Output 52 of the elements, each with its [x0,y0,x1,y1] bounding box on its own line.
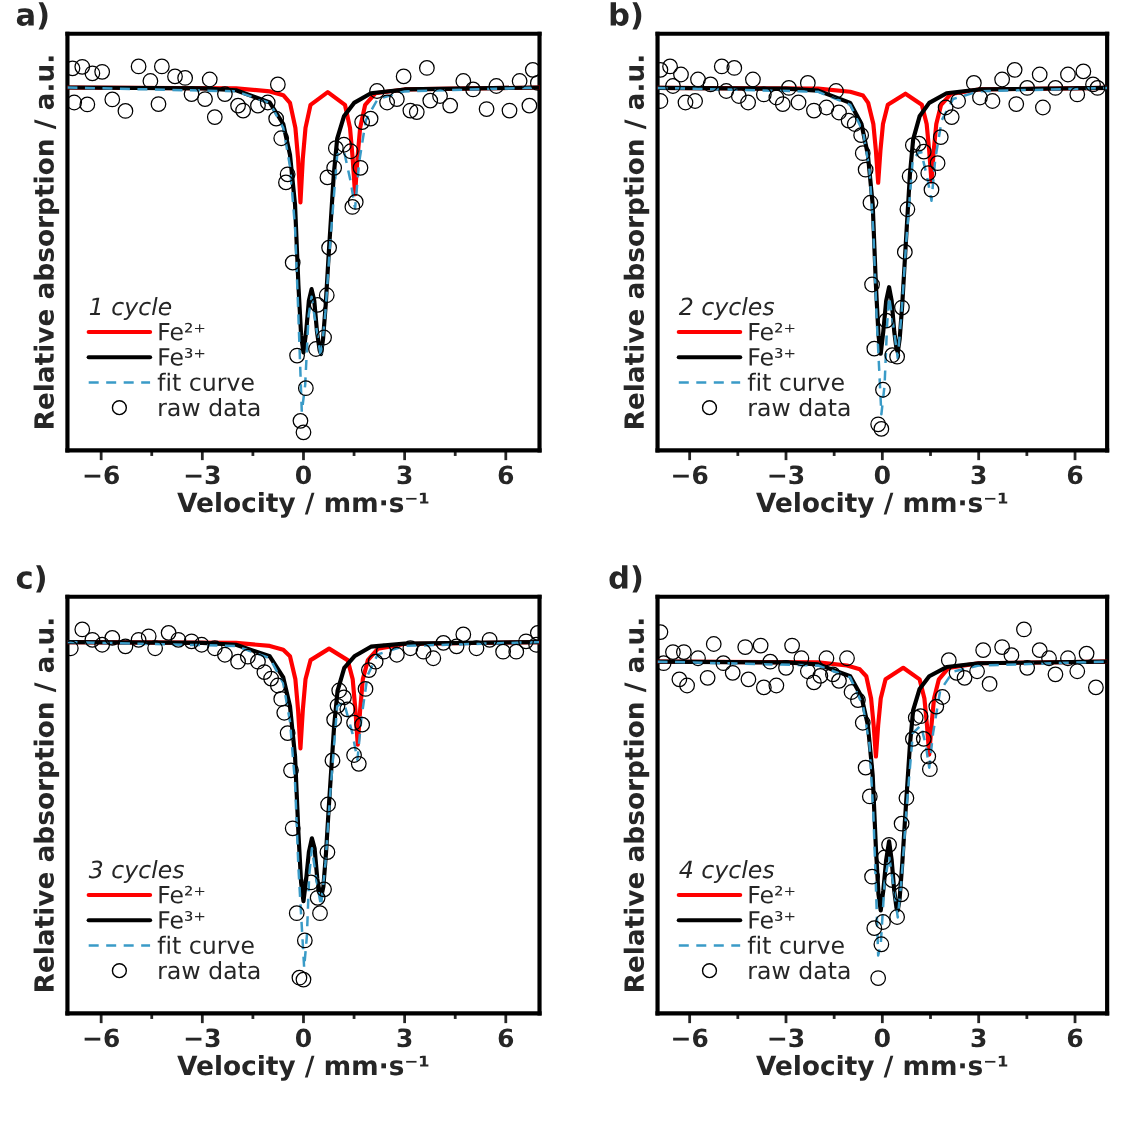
legend-label: Fe²⁺ [159,322,205,341]
legend-label: Fe³⁺ [159,347,205,366]
legend-label: Fe³⁺ [159,910,205,929]
x-tick-label: −6 [673,465,708,485]
legend-title: 3 cycles [88,860,185,883]
x-axis-title: Velocity / mm·s⁻¹ [177,491,429,518]
x-tick-label: 6 [498,1028,514,1048]
legend-label: Fe²⁺ [749,322,795,341]
y-axis-title: Relative absorption / a.u. [623,56,650,429]
legend-title: 1 cycle [89,297,172,320]
x-tick-label: −6 [84,1028,119,1048]
x-tick-label: 3 [397,1028,412,1048]
x-tick-label: 3 [397,465,412,485]
x-tick-label: −3 [185,1028,220,1048]
x-tick-label: −3 [185,465,220,485]
chart-title: d) [609,565,642,593]
x-axis-title: Velocity / mm·s⁻¹ [756,1054,1008,1081]
x-tick-label: 0 [295,1028,311,1048]
y-axis-title: Relative absorption / a.u. [33,619,60,992]
legend-label: raw data [159,960,260,980]
y-axis-title: Relative absorption / a.u. [33,56,60,429]
x-tick-label: −6 [673,1028,708,1048]
chart-title: a) [16,2,48,30]
legend-label: fit curve [747,372,844,392]
chart-title: c) [16,565,45,593]
x-tick-label: 6 [498,465,514,485]
legend-label: fit curve [157,935,254,955]
x-tick-label: −6 [84,465,119,485]
x-tick-label: −3 [769,1028,804,1048]
legend-label: Fe³⁺ [749,910,795,929]
legend-label: Fe³⁺ [749,347,795,366]
x-tick-label: 0 [874,465,890,485]
x-axis-title: Velocity / mm·s⁻¹ [177,1054,429,1081]
legend-label: raw data [749,960,850,980]
x-tick-label: 6 [1067,465,1083,485]
legend-label: fit curve [747,935,844,955]
x-tick-label: 6 [1067,1028,1083,1048]
x-axis-title: Velocity / mm·s⁻¹ [756,491,1008,518]
x-tick-label: −3 [769,465,804,485]
x-tick-label: 3 [971,465,986,485]
legend-label: fit curve [157,372,254,392]
legend-label: Fe²⁺ [159,885,205,904]
x-tick-label: 0 [295,465,311,485]
chart-title: b) [610,2,642,30]
legend-label: Fe²⁺ [749,885,795,904]
legend-title: 4 cycles [679,860,775,883]
x-tick-label: 0 [874,1028,890,1048]
legend-title: 2 cycles [678,297,775,320]
y-axis-title: Relative absorption / a.u. [623,619,650,992]
legend-label: raw data [749,397,850,417]
x-tick-label: 3 [971,1028,986,1048]
legend-label: raw data [159,397,260,417]
